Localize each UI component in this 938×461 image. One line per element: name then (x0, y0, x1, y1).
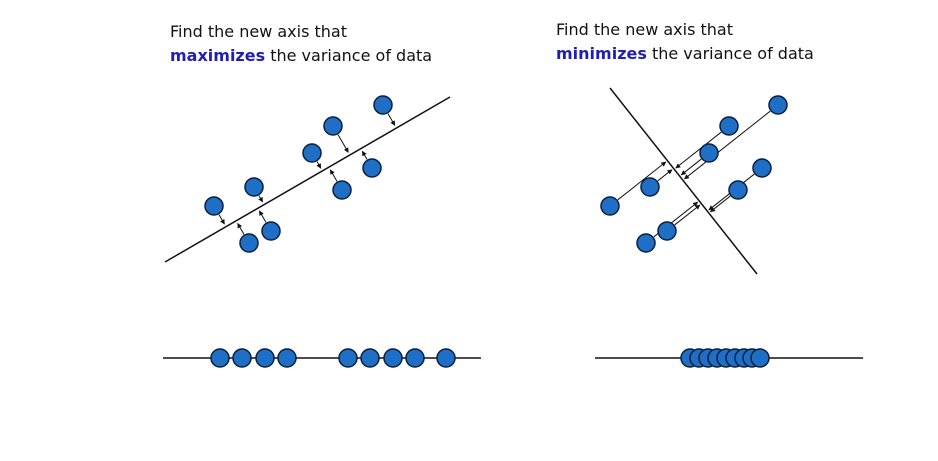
projected-point (277, 348, 297, 368)
projected-point (750, 348, 770, 368)
data-point (204, 196, 224, 216)
data-point (362, 158, 382, 178)
projection-arrow (617, 161, 667, 201)
caption-minimize-rest: the variance of data (646, 44, 814, 63)
projection-arrow (710, 195, 731, 213)
projection-arrow (329, 169, 338, 182)
keyword-maximizes: maximizes (170, 46, 266, 65)
data-point (302, 143, 322, 163)
data-point (657, 221, 677, 241)
caption-minimize-line2: minimizes the variance of data (556, 42, 814, 66)
projected-point (210, 348, 230, 368)
projected-point (436, 348, 456, 368)
projection-arrow (675, 131, 722, 169)
projected-point (255, 348, 275, 368)
projection-arrow (684, 110, 771, 180)
data-point (244, 177, 264, 197)
data-point (699, 143, 719, 163)
data-point (636, 233, 656, 253)
projection-arrow (657, 169, 673, 182)
caption-maximize: Find the new axis that maximizes the var… (170, 20, 432, 68)
projection-arrow (361, 150, 368, 160)
data-point (752, 158, 772, 178)
projected-point (360, 348, 380, 368)
data-point (323, 116, 343, 136)
projection-arrow (218, 214, 225, 225)
projection-arrow (258, 210, 267, 223)
caption-maximize-line1: Find the new axis that (170, 22, 347, 41)
projected-point (383, 348, 403, 368)
projection-arrow (316, 161, 322, 169)
data-point (239, 233, 259, 253)
principal-axis-line (164, 96, 451, 263)
projection-arrow (387, 113, 396, 126)
caption-maximize-line2: maximizes the variance of data (170, 44, 432, 68)
projected-point (232, 348, 252, 368)
data-point (261, 221, 281, 241)
data-point (719, 116, 739, 136)
data-point (728, 180, 748, 200)
minor-axis-line (609, 87, 758, 275)
projection-arrow (237, 222, 245, 235)
projection-arrow (674, 204, 701, 226)
maximize-variance-panel (163, 95, 481, 368)
caption-maximize-rest: the variance of data (265, 46, 433, 65)
minimize-variance-panel (595, 87, 863, 368)
caption-minimize-line1: Find the new axis that (556, 20, 733, 39)
projected-point (338, 348, 358, 368)
data-point (373, 95, 393, 115)
caption-minimize: Find the new axis that minimizes the var… (556, 18, 814, 66)
projected-point (405, 348, 425, 368)
data-point (332, 180, 352, 200)
projection-arrow (337, 134, 349, 153)
data-point (640, 177, 660, 197)
projection-arrow (258, 195, 264, 203)
keyword-minimizes: minimizes (556, 44, 647, 63)
projection-arrow (680, 158, 702, 176)
data-point (768, 95, 788, 115)
data-point (600, 196, 620, 216)
